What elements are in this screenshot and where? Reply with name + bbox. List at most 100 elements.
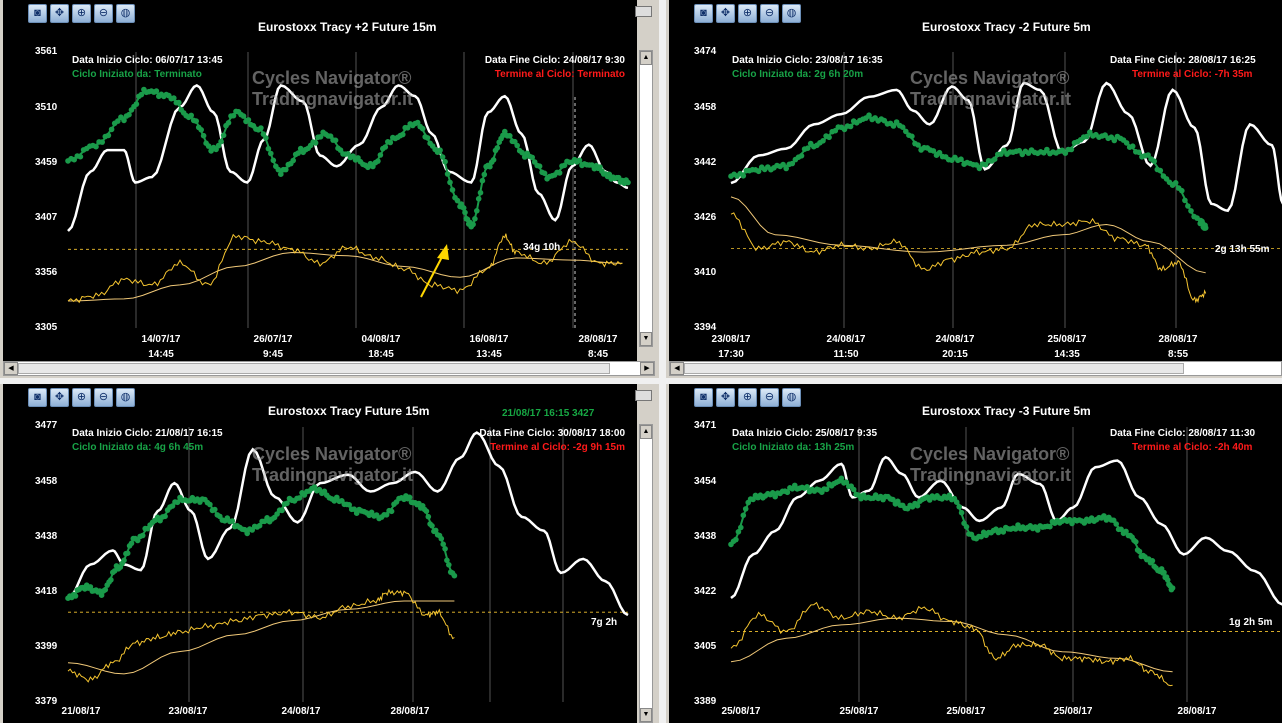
horizontal-scrollbar[interactable]: ◀ ▶ [3,361,655,376]
plot-area [669,384,1282,723]
zoom-in-icon[interactable]: ⊕ [72,4,91,23]
price-point [451,572,458,579]
price-point [502,128,508,135]
camera-icon[interactable]: ◙ [694,4,713,23]
camera-icon[interactable]: ◙ [28,388,47,407]
price-point [1151,158,1157,164]
price-point [998,151,1004,157]
zoom-in-icon[interactable]: ⊕ [72,388,91,407]
price-point [121,117,127,124]
globe-icon[interactable]: ◍ [782,388,801,407]
scroll-left-arrow[interactable]: ◀ [4,362,18,375]
vertical-scrollbar[interactable]: ▲ ▼ [639,50,653,347]
scroll-left-arrow[interactable]: ◀ [670,362,684,375]
oscillator-series [67,588,455,683]
maximize-button[interactable] [635,390,652,401]
y-tick: 3426 [694,212,717,223]
x-tick: 25/08/17 14:35 [1047,334,1087,360]
price-point [138,91,145,98]
cycle-series [730,81,1282,213]
globe-icon[interactable]: ◍ [782,4,801,23]
price-point [742,506,749,512]
y-tick: 3389 [694,696,717,707]
cycle-start: Data Inizio Ciclo: 21/08/17 16:15 [72,428,223,439]
price-point [133,101,140,107]
price-point [1044,146,1050,153]
camera-icon[interactable]: ◙ [28,4,47,23]
scroll-right-arrow[interactable]: ▶ [640,362,654,375]
globe-icon[interactable]: ◍ [116,388,135,407]
scroll-down-arrow[interactable]: ▼ [640,332,652,346]
price-point [174,499,181,506]
price-point [740,512,747,519]
horizontal-scrollbar[interactable]: ◀ [669,361,1282,376]
price-point [930,148,937,154]
scroll-up-arrow[interactable]: ▲ [640,425,652,439]
y-tick: 3399 [35,641,58,652]
y-tick: 3561 [35,46,58,57]
price-point [481,171,488,178]
camera-icon[interactable]: ◙ [694,388,713,407]
signal-arrow [420,254,444,298]
scroll-down-arrow[interactable]: ▼ [640,708,652,722]
cycle-series [67,83,629,232]
plot-area [3,0,637,361]
price-point [755,168,762,175]
price-point [826,134,832,141]
y-tick: 3410 [694,267,717,278]
price-point [1202,225,1209,231]
move-icon[interactable]: ✥ [716,4,735,23]
zoom-out-icon[interactable]: ⊖ [760,4,779,23]
scroll-thumb[interactable] [684,363,1184,374]
price-point [438,535,445,542]
price-point [866,112,872,118]
price-point [275,166,282,173]
price-point [346,502,353,508]
x-tick: 24/08/17 20:15 [935,334,975,360]
price-point [1123,140,1130,146]
price-point [99,139,105,145]
scroll-thumb[interactable] [18,363,610,374]
globe-icon[interactable]: ◍ [116,4,135,23]
scroll-up-arrow[interactable]: ▲ [640,51,652,65]
price-point [1101,513,1107,519]
price-point [215,142,222,149]
price-point [229,518,236,524]
zoom-out-icon[interactable]: ⊖ [94,4,113,23]
y-tick: 3477 [35,420,58,431]
price-point [1161,569,1167,576]
price-point [351,506,358,512]
x-tick: 25/08/17 [721,706,761,717]
price-point [442,158,448,165]
price-point [784,489,791,496]
price-point [843,479,850,485]
price-point [838,475,845,482]
price-point [383,512,390,518]
vertical-scrollbar[interactable]: ▲ ▼ [639,424,653,723]
price-point [936,149,943,156]
cycle-end-by: Termine al Ciclo: -7h 35m [1132,69,1253,80]
cycle-end: Data Fine Ciclo: 28/08/17 16:25 [1110,55,1256,66]
price-point [425,513,432,520]
move-icon[interactable]: ✥ [716,388,735,407]
price-point [193,118,199,124]
price-point [382,144,389,150]
price-point [449,187,456,193]
price-point [444,557,450,564]
price-point [439,154,446,160]
cycle-length-label: 7g 2h [591,617,618,628]
y-tick: 3405 [694,641,717,652]
x-tick: 23/08/17 [168,706,208,717]
oscillator-series [730,601,1173,687]
zoom-in-icon[interactable]: ⊕ [738,388,757,407]
y-tick: 3438 [694,531,717,542]
zoom-in-icon[interactable]: ⊕ [738,4,757,23]
price-point [536,163,543,169]
move-icon[interactable]: ✥ [50,4,69,23]
zoom-out-icon[interactable]: ⊖ [94,388,113,407]
chart-svg [728,427,1282,702]
maximize-button[interactable] [635,6,652,17]
zoom-out-icon[interactable]: ⊖ [760,388,779,407]
y-tick: 3438 [35,531,58,542]
move-icon[interactable]: ✥ [50,388,69,407]
